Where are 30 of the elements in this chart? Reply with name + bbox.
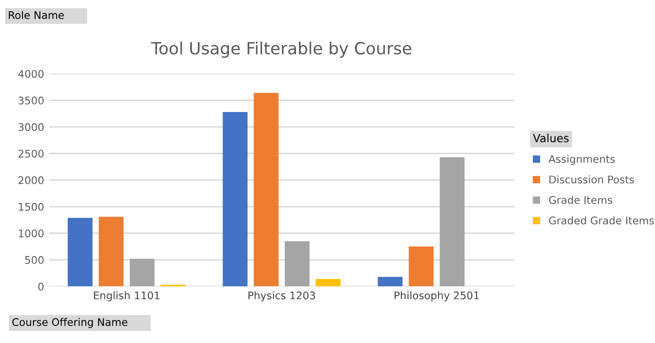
y-tick-label: 2000	[18, 176, 44, 184]
legend-label: Graded Grade Items	[549, 216, 654, 224]
bar	[284, 241, 310, 286]
x-tick-label: Philosophy 2501	[394, 291, 479, 302]
bar	[98, 216, 124, 286]
bar	[316, 278, 341, 286]
bar	[378, 276, 403, 286]
x-tick-label: English 1101	[94, 291, 160, 302]
y-tick-label: 2500	[18, 150, 44, 158]
text: Course Offering Name	[12, 318, 128, 328]
text: Role Name	[8, 10, 64, 20]
bar	[408, 246, 434, 286]
bar	[254, 92, 279, 286]
legend-label: Assignments	[548, 154, 615, 165]
legend-title: Values	[532, 134, 569, 142]
legend-label: Discussion Posts	[550, 175, 634, 184]
y-tick-label: 1000	[18, 229, 44, 238]
x-tick-label: Physics 1203	[248, 291, 315, 302]
bar	[130, 258, 155, 286]
chart-title: Tool Usage Filterable by Course	[151, 42, 412, 58]
y-tick-label: 1500	[18, 202, 44, 211]
bar	[222, 112, 248, 286]
bar	[68, 218, 93, 286]
y-tick-label: 4000	[18, 70, 44, 78]
y-tick-label: 3500	[18, 96, 44, 104]
y-tick-label: 0	[38, 282, 44, 291]
y-tick-label: 3000	[18, 123, 44, 132]
bar	[440, 157, 465, 286]
legend-label: Grade Items	[549, 196, 612, 204]
y-tick-label: 500	[25, 256, 44, 264]
